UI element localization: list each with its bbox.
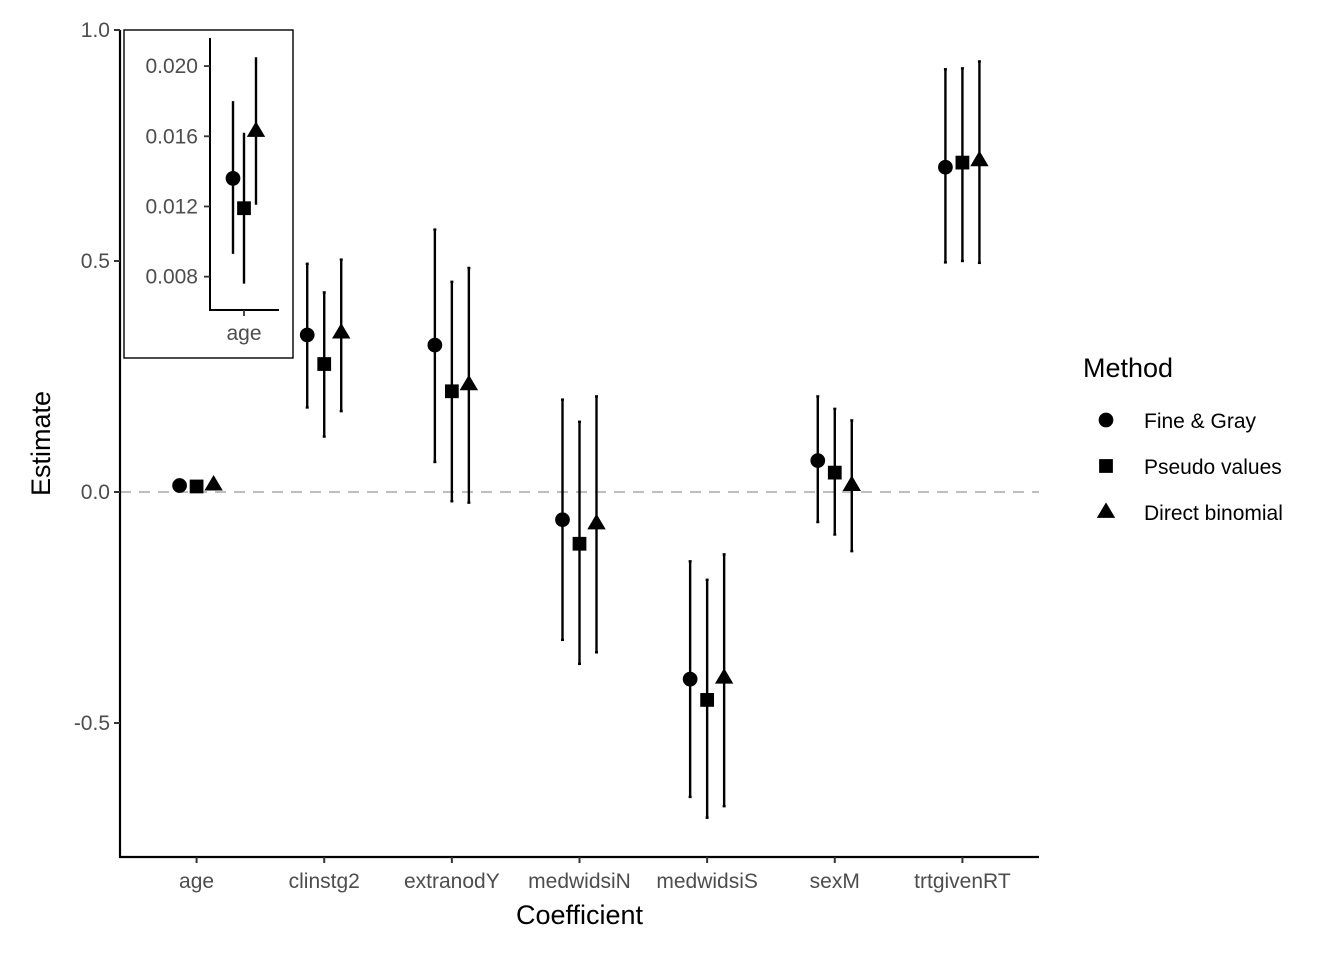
data-point	[682, 671, 698, 687]
legend-key-triangle-icon	[1096, 502, 1116, 518]
data-point	[299, 327, 315, 343]
legend-item: Fine & Gray	[1098, 410, 1257, 433]
legend: Method Fine & Gray Pseudo values Direct bin…	[1083, 353, 1283, 525]
x-tick-label: clinstg2	[289, 870, 360, 893]
data-point	[714, 668, 734, 684]
data-point	[572, 536, 587, 551]
data-point	[204, 474, 223, 491]
data-point	[810, 453, 826, 468]
y-tick-label: 0.0	[81, 481, 110, 504]
inset-data-point	[237, 201, 251, 216]
inset-plot-panel: 0.008 0.012 0.016 0.020 age	[123, 29, 294, 359]
data-point	[938, 159, 953, 175]
inset-frame	[123, 29, 294, 359]
legend-item: Pseudo values	[1099, 456, 1282, 479]
y-tick-label: -0.5	[74, 712, 110, 735]
inset-y-tick-label: 0.020	[145, 55, 198, 78]
inset-y-tick-label: 0.008	[145, 266, 198, 289]
inset-x-tick-label: age	[226, 322, 261, 345]
inset-y-tick-label: 0.016	[145, 125, 198, 148]
data-point	[459, 374, 479, 391]
legend-key-square-icon	[1099, 459, 1113, 473]
data-point	[827, 465, 842, 480]
legend-title: Method	[1083, 353, 1173, 383]
x-axis-title: Coefficient	[516, 900, 644, 930]
legend-label: Direct binomial	[1144, 502, 1283, 525]
series-direct-binomial	[204, 60, 989, 808]
series-pseudo-values	[189, 67, 970, 819]
y-tick-label: 0.5	[81, 250, 110, 273]
data-point	[427, 337, 443, 353]
legend-label: Fine & Gray	[1144, 410, 1257, 433]
main-plot-panel: -0.5 0.0 0.5 1.0 age clinstg2 extranodY medwids…	[26, 19, 1039, 930]
inset-series-fine-gray	[225, 101, 241, 254]
series-fine-gray	[172, 68, 953, 799]
data-point	[332, 322, 351, 339]
x-tick-label: trtgivenRT	[914, 870, 1011, 893]
y-axis-title: Estimate	[26, 391, 56, 496]
data-point	[842, 475, 861, 492]
inset-y-tick-label: 0.012	[145, 195, 198, 218]
data-point	[444, 384, 459, 399]
x-tick-label: sexM	[810, 870, 860, 893]
inset-data-point	[246, 121, 266, 137]
legend-item: Direct binomial	[1096, 502, 1283, 525]
x-tick-label: extranodY	[404, 870, 500, 893]
inset-series-direct-binomial	[246, 57, 266, 205]
inset-series-pseudo-values	[237, 132, 251, 284]
inset-data-point	[225, 171, 241, 186]
data-point	[970, 150, 989, 167]
data-point	[700, 693, 715, 707]
data-point	[189, 479, 204, 494]
data-point	[317, 357, 332, 371]
data-point	[555, 512, 570, 528]
data-point	[172, 478, 187, 493]
y-tick-label: 1.0	[81, 19, 110, 42]
data-point	[587, 513, 606, 530]
x-tick-label: medwidsiN	[528, 870, 631, 893]
legend-key-circle-icon	[1098, 412, 1114, 428]
data-point	[955, 155, 970, 170]
x-tick-label: age	[179, 870, 214, 893]
x-tick-label: medwidsiS	[656, 870, 758, 893]
legend-label: Pseudo values	[1144, 456, 1282, 479]
